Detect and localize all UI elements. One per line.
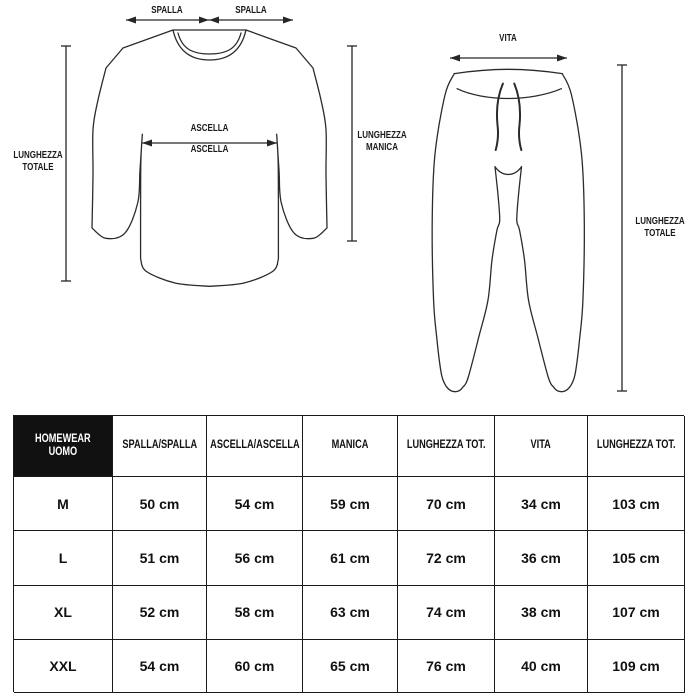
- svg-text:TOTALE: TOTALE: [22, 161, 53, 172]
- svg-text:LUNGHEZZA: LUNGHEZZA: [13, 149, 63, 160]
- svg-text:VITA: VITA: [499, 32, 517, 43]
- svg-text:LUNGHEZZA: LUNGHEZZA: [635, 215, 685, 226]
- svg-text:ASCELLA: ASCELLA: [191, 122, 229, 133]
- svg-text:TOTALE: TOTALE: [644, 227, 675, 238]
- svg-text:SPALLA: SPALLA: [151, 4, 183, 15]
- svg-text:ASCELLA: ASCELLA: [191, 143, 229, 154]
- svg-text:SPALLA: SPALLA: [235, 4, 267, 15]
- svg-text:LUNGHEZZA: LUNGHEZZA: [357, 129, 407, 140]
- svg-text:MANICA: MANICA: [366, 141, 398, 152]
